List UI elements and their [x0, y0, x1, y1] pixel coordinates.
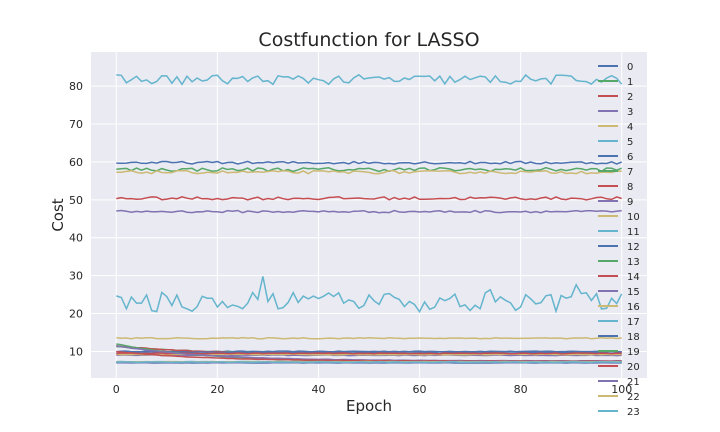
series-line-16 — [116, 336, 622, 340]
legend-label-23: 23 — [627, 407, 640, 418]
series-line-11 — [116, 73, 623, 86]
y-tick-label: 40 — [69, 232, 83, 245]
x-tick-label: 60 — [413, 383, 427, 396]
series-line-17 — [116, 276, 623, 314]
series-line-12 — [116, 351, 622, 354]
x-tick-label: 40 — [311, 383, 325, 396]
legend-label-14: 14 — [627, 272, 640, 283]
series-line-14 — [116, 352, 622, 355]
chart-title: Costfunction for LASSO — [258, 29, 479, 51]
y-tick-label: 60 — [69, 156, 83, 169]
legend-label-20: 20 — [627, 362, 640, 373]
y-tick-label: 30 — [69, 270, 83, 283]
legend-label-4: 4 — [627, 122, 633, 133]
y-tick-label: 10 — [69, 345, 83, 358]
y-tick-label: 70 — [69, 118, 83, 131]
legend-label-21: 21 — [627, 377, 640, 388]
x-tick-label: 20 — [210, 383, 224, 396]
y-axis-label: Cost — [49, 198, 67, 231]
y-tick-label: 20 — [69, 308, 83, 321]
legend-label-12: 12 — [627, 242, 640, 253]
plot-background — [91, 52, 647, 378]
legend-label-16: 16 — [627, 302, 640, 313]
y-tick-label: 50 — [69, 194, 83, 207]
legend-label-6: 6 — [627, 152, 633, 163]
series-line-10 — [116, 169, 622, 175]
legend-label-10: 10 — [627, 212, 640, 223]
legend-label-7: 7 — [627, 167, 633, 178]
x-axis-label: Epoch — [346, 397, 392, 415]
series-line-9 — [116, 209, 622, 214]
legend-label-2: 2 — [627, 92, 633, 103]
legend-label-18: 18 — [627, 332, 640, 343]
series-lines — [116, 73, 623, 364]
legend-label-0: 0 — [627, 62, 633, 73]
legend-label-17: 17 — [627, 317, 640, 328]
series-line-8 — [116, 196, 622, 201]
legend-label-19: 19 — [627, 347, 640, 358]
y-ticks: 10 20 30 40 50 60 70 80 — [69, 80, 83, 358]
legend-label-1: 1 — [627, 77, 633, 88]
y-tick-label: 80 — [69, 80, 83, 93]
series-line-6 — [116, 160, 622, 165]
x-tick-label: 0 — [113, 383, 120, 396]
legend-label-9: 9 — [627, 197, 633, 208]
legend-label-15: 15 — [627, 287, 640, 298]
series-line-7 — [116, 166, 622, 173]
x-tick-label: 80 — [514, 383, 528, 396]
legend-label-22: 22 — [627, 392, 640, 403]
x-ticks: 0 20 40 60 80 100 — [113, 383, 632, 396]
legend-label-11: 11 — [627, 227, 640, 238]
legend-label-3: 3 — [627, 107, 633, 118]
legend-label-8: 8 — [627, 182, 633, 193]
legend-label-5: 5 — [627, 137, 633, 148]
legend-label-13: 13 — [627, 257, 640, 268]
x-tick-label: 100 — [611, 383, 632, 396]
